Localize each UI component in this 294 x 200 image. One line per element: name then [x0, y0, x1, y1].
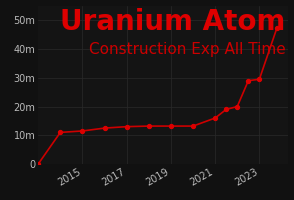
- Point: [224, 108, 228, 111]
- Point: [275, 26, 279, 29]
- Point: [124, 125, 129, 128]
- Text: Uranium Atom: Uranium Atom: [60, 8, 285, 36]
- Point: [146, 124, 151, 128]
- Point: [80, 129, 85, 133]
- Point: [36, 162, 41, 166]
- Point: [168, 124, 173, 128]
- Point: [257, 78, 262, 81]
- Point: [246, 79, 251, 82]
- Point: [213, 116, 218, 120]
- Point: [191, 124, 196, 128]
- Point: [235, 105, 240, 108]
- Point: [102, 126, 107, 130]
- Text: Construction Exp All Time: Construction Exp All Time: [89, 42, 285, 57]
- Point: [58, 131, 63, 134]
